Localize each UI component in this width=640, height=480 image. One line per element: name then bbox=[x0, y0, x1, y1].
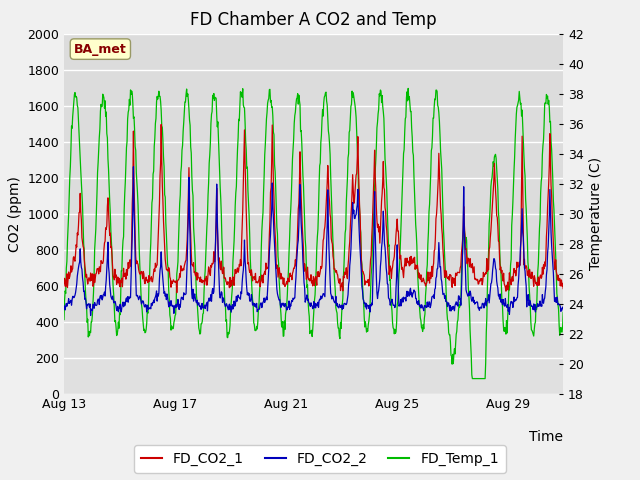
Bar bbox=[64, 322, 563, 394]
Text: Time: Time bbox=[529, 430, 563, 444]
Y-axis label: CO2 (ppm): CO2 (ppm) bbox=[8, 176, 22, 252]
Title: FD Chamber A CO2 and Temp: FD Chamber A CO2 and Temp bbox=[190, 11, 437, 29]
Y-axis label: Temperature (C): Temperature (C) bbox=[589, 157, 604, 270]
Legend: FD_CO2_1, FD_CO2_2, FD_Temp_1: FD_CO2_1, FD_CO2_2, FD_Temp_1 bbox=[134, 445, 506, 473]
Text: BA_met: BA_met bbox=[74, 43, 127, 56]
